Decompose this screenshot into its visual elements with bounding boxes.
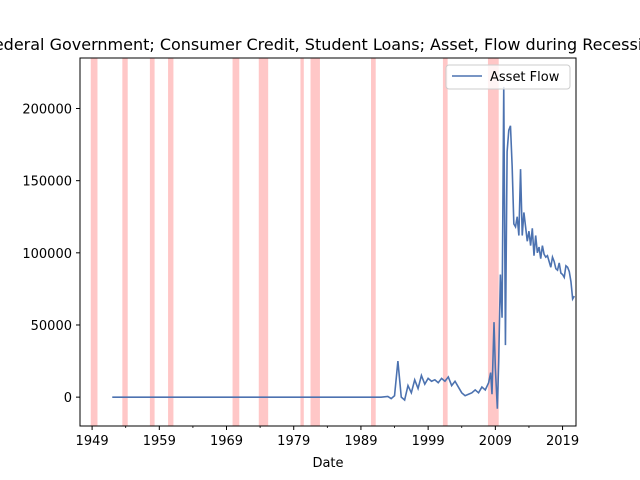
series-layer <box>112 86 576 409</box>
y-tick-label-150000: 150000 <box>22 175 72 190</box>
recession-band-9 <box>442 58 448 426</box>
y-tick-label-200000: 200000 <box>22 103 72 118</box>
recession-band-3 <box>168 58 174 426</box>
recession-bands <box>90 58 499 426</box>
x-tick-label-1949: 1949 <box>76 434 109 449</box>
chart-title: Federal Government; Consumer Credit, Stu… <box>0 35 640 54</box>
series-line-asset-flow <box>112 86 576 409</box>
plot-frame <box>79 57 577 427</box>
x-tick-label-2019: 2019 <box>546 434 579 449</box>
x-axis: 1949 1959 1969 1979 1989 1999 2009 2019 <box>76 426 579 449</box>
y-axis: 0 50000 100000 150000 200000 <box>22 103 80 406</box>
recession-band-10 <box>487 58 499 426</box>
x-tick-label-2009: 2009 <box>479 434 512 449</box>
y-tick-label-100000: 100000 <box>22 247 72 262</box>
x-tick-label-1969: 1969 <box>210 434 243 449</box>
recession-band-0 <box>90 58 98 426</box>
recession-band-6 <box>300 58 304 426</box>
legend-box <box>445 64 571 90</box>
recession-band-2 <box>149 58 155 426</box>
recession-band-5 <box>258 58 269 426</box>
x-tick-label-1959: 1959 <box>143 434 176 449</box>
recession-band-8 <box>371 58 376 426</box>
x-tick-label-1999: 1999 <box>412 434 445 449</box>
x-tick-label-1979: 1979 <box>277 434 310 449</box>
x-tick-label-1989: 1989 <box>344 434 377 449</box>
recession-band-4 <box>232 58 240 426</box>
y-tick-label-50000: 50000 <box>31 319 72 334</box>
recession-band-1 <box>122 58 128 426</box>
recession-band-7 <box>310 58 320 426</box>
y-tick-label-0: 0 <box>64 391 72 406</box>
legend-label-asset-flow: Asset Flow <box>490 70 560 85</box>
legend: Asset Flow <box>445 64 571 90</box>
x-axis-label: Date <box>312 456 343 471</box>
